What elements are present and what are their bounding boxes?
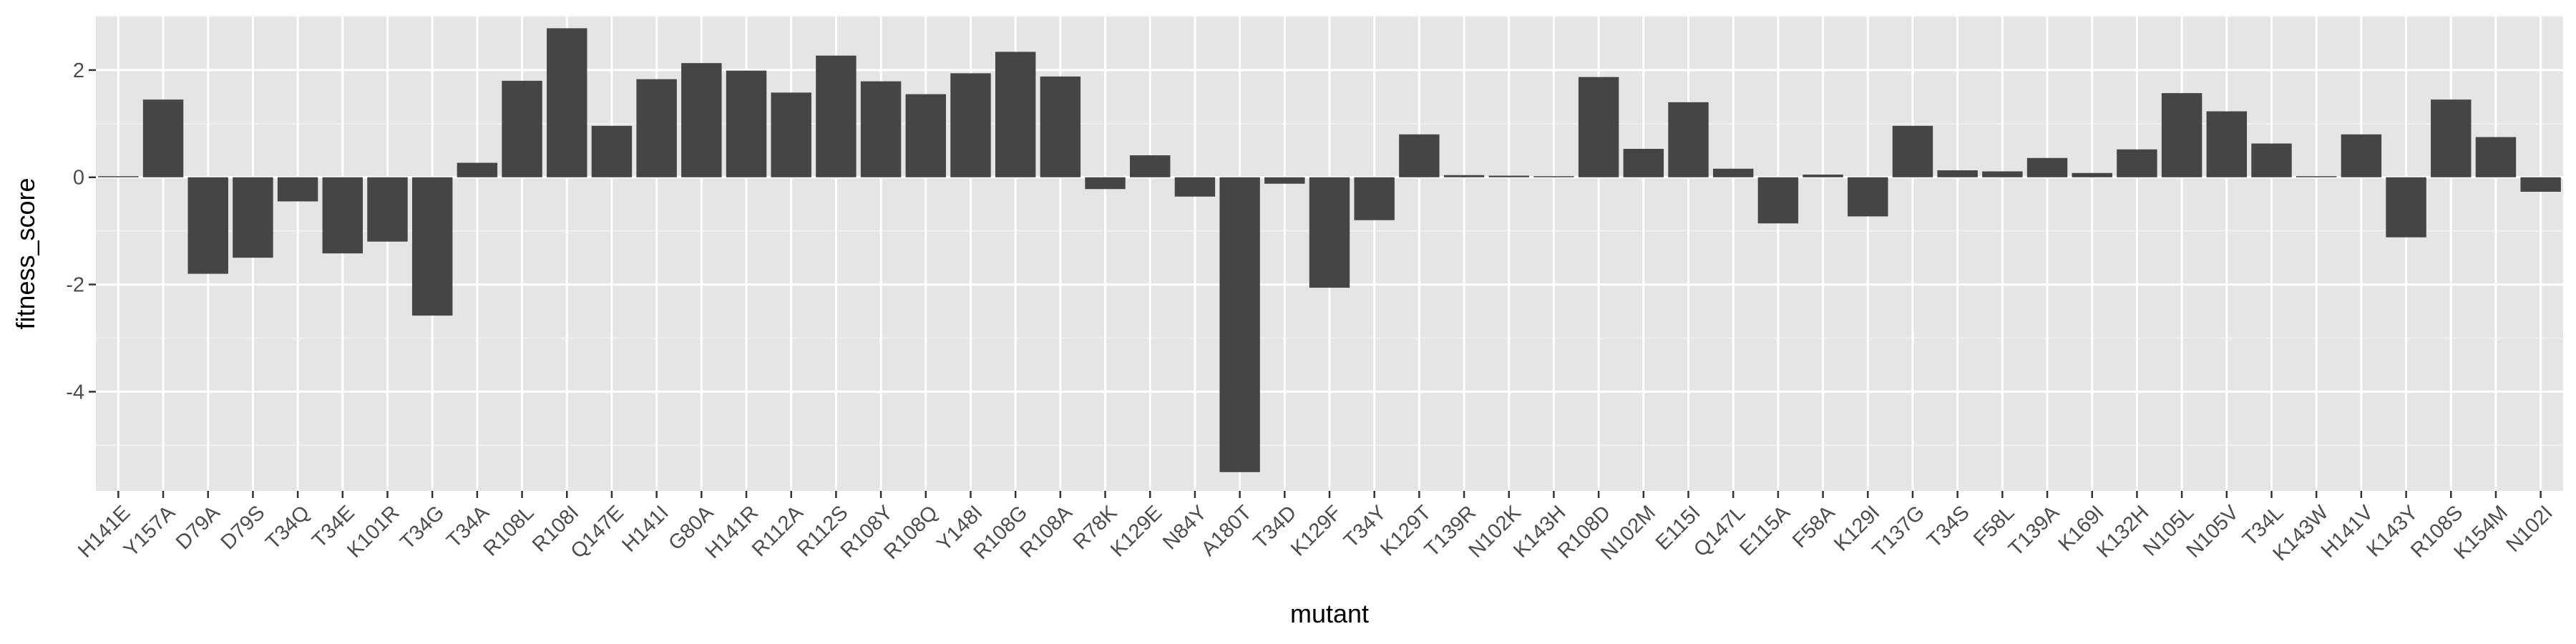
bar-t137g [1892, 125, 1933, 177]
x-tick-label: N102I [2502, 501, 2557, 556]
y-axis-title: fitness_score [11, 177, 40, 329]
bar-k143h [1533, 176, 1574, 177]
bar-r108l [502, 80, 542, 177]
bar-k132h [2117, 149, 2157, 177]
x-tick-label: R108L [479, 501, 539, 560]
bar-r108s [2431, 99, 2472, 177]
y-tick-label: -4 [66, 381, 84, 404]
bar-t34l [2251, 143, 2292, 177]
bar-h141v [2341, 134, 2382, 177]
bar-f58l [1982, 171, 2023, 177]
bar-d79s [233, 177, 273, 258]
x-tick-label: D79S [217, 501, 270, 554]
x-tick-label: H141I [618, 501, 673, 556]
bar-r78k [1085, 177, 1126, 190]
bar-k169i [2072, 172, 2112, 177]
bars-group [98, 28, 2561, 472]
x-tick-label: K129F [1287, 501, 1346, 560]
bar-t139r [1443, 175, 1485, 177]
x-tick-label: Y157A [119, 501, 180, 562]
x-tick-label: H141V [2317, 501, 2379, 562]
bar-a180t [1219, 177, 1260, 472]
x-axis: H141EY157AD79AD79ST34QT34EK101RT34GT34AR… [74, 491, 2557, 565]
bar-t34q [277, 177, 318, 202]
bar-k129e [1130, 155, 1171, 177]
bar-r108q [905, 94, 946, 177]
bar-r108d [1578, 77, 1619, 177]
y-tick-label: 2 [73, 59, 84, 82]
bar-q147e [591, 125, 633, 177]
bar-f58a [1802, 175, 1843, 177]
bar-r108i [547, 28, 587, 177]
y-tick-label: 0 [73, 167, 84, 190]
x-tick-label: A180T [1197, 501, 1257, 560]
bar-t34e [322, 177, 364, 254]
bar-n102m [1623, 149, 1664, 177]
x-tick-label: N105V [2182, 501, 2244, 562]
bar-k143w [2296, 176, 2337, 177]
x-tick-label: Q147L [1689, 501, 1750, 561]
bar-k129t [1399, 134, 1440, 177]
bar-t34y [1354, 177, 1395, 220]
bar-k129i [1848, 177, 1888, 217]
bar-e115a [1757, 177, 1799, 224]
x-tick-label: T34Q [261, 501, 314, 554]
bar-r108a [1040, 76, 1081, 177]
bar-t34d [1264, 177, 1305, 184]
x-tick-label: H141E [74, 501, 135, 562]
x-tick-label: K129E [1106, 501, 1166, 561]
bar-n102i [2520, 177, 2561, 192]
x-tick-label: T139A [2004, 501, 2064, 561]
y-tick-label: -2 [66, 274, 84, 297]
bar-n84y [1174, 177, 1216, 197]
x-tick-label: D79A [172, 501, 225, 554]
y-axis: -4 -2 0 2 [66, 59, 96, 404]
bar-t34s [1937, 170, 1978, 177]
bar-r112s [816, 55, 857, 177]
bar-n105l [2161, 93, 2202, 177]
x-tick-label: R108A [1016, 501, 1078, 562]
bar-y148i [950, 73, 991, 177]
bar-h141e [98, 176, 139, 177]
bar-g80a [681, 63, 722, 177]
bar-k129f [1309, 177, 1350, 288]
x-tick-label: F58A [1788, 501, 1840, 552]
bar-d79a [187, 177, 228, 274]
bar-r108g [995, 52, 1036, 177]
bar-t139a [2026, 157, 2068, 177]
bar-n102k [1488, 175, 1529, 177]
x-tick-label: T34S [1923, 501, 1974, 552]
bar-k101r [367, 177, 408, 242]
bar-e115i [1668, 102, 1709, 177]
bar-y157a [142, 99, 184, 177]
bar-r112a [771, 92, 811, 177]
bar-r108y [860, 81, 902, 177]
x-tick-label: E115A [1735, 501, 1795, 560]
x-tick-label: T34G [396, 501, 449, 554]
bar-k154m [2475, 137, 2517, 177]
bar-q147l [1713, 168, 1754, 177]
bar-h141i [636, 79, 677, 177]
bar-k143y [2386, 177, 2426, 238]
x-axis-title: mutant [1290, 599, 1369, 628]
bar-n105v [2206, 111, 2248, 177]
bar-t34g [411, 177, 453, 316]
bar-t34a [457, 162, 498, 177]
bar-h141r [726, 70, 767, 177]
